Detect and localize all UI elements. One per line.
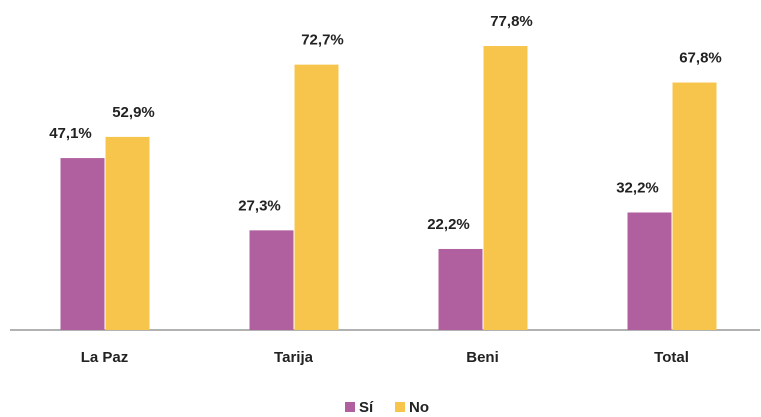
data-label: 27,3% — [238, 197, 281, 214]
data-label: 32,2% — [616, 179, 659, 196]
data-label: 47,1% — [49, 125, 92, 142]
x-tick-label: Total — [654, 349, 689, 366]
data-label: 67,8% — [679, 49, 722, 66]
data-label: 52,9% — [112, 104, 155, 121]
legend-swatch — [345, 402, 355, 412]
bar — [483, 46, 528, 330]
bar — [627, 212, 672, 330]
legend-label: No — [409, 399, 429, 416]
legend-swatch — [395, 402, 405, 412]
bar — [105, 136, 150, 330]
x-tick-label: Beni — [466, 349, 499, 366]
legend-label: Sí — [359, 399, 374, 416]
data-label: 22,2% — [427, 216, 470, 233]
x-tick-label: La Paz — [81, 349, 129, 366]
bar — [249, 230, 294, 330]
data-label: 77,8% — [490, 13, 533, 30]
bar — [672, 82, 717, 330]
data-label: 72,7% — [301, 32, 344, 49]
bar — [60, 158, 105, 330]
x-tick-label: Tarija — [274, 349, 314, 366]
bar — [438, 248, 483, 330]
bar — [294, 64, 339, 331]
